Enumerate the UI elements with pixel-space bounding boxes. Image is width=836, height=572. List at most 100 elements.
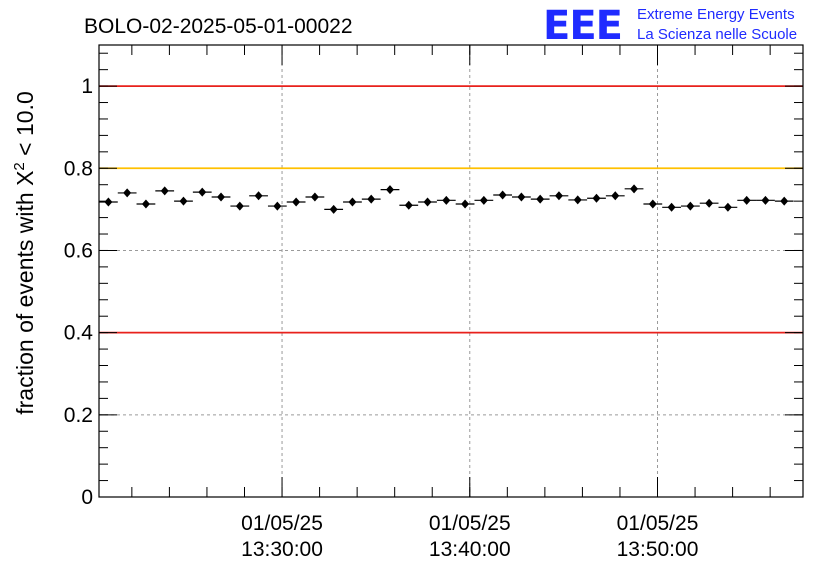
data-point	[568, 195, 588, 205]
data-point	[174, 196, 193, 206]
data-point	[399, 200, 419, 210]
data-point	[718, 202, 738, 212]
marker	[329, 204, 338, 214]
x-tick-date-label: 01/05/25	[429, 512, 511, 535]
data-point	[493, 190, 513, 200]
marker	[310, 192, 319, 202]
marker	[423, 197, 432, 207]
marker	[160, 186, 169, 196]
marker	[292, 197, 301, 207]
y-axis-label-chi: X	[12, 171, 38, 186]
data-point	[305, 192, 325, 202]
data-point	[737, 195, 757, 205]
marker	[404, 200, 413, 210]
data-point	[756, 195, 775, 205]
x-tick-time-label: 13:50:00	[617, 538, 699, 561]
marker	[479, 195, 488, 205]
y-axis: 0 0.2 0.4 0.6 0.8 1	[64, 52, 803, 509]
marker	[536, 194, 545, 204]
marker	[461, 199, 470, 209]
marker	[104, 197, 113, 207]
data-point	[380, 185, 400, 195]
marker	[498, 190, 507, 200]
y-tick-label: 0.2	[64, 404, 93, 427]
data-point	[361, 194, 381, 204]
y-axis-label-sup: 2	[11, 162, 28, 170]
data-point	[549, 191, 569, 201]
reference-lines	[99, 85, 803, 334]
y-tick-label: 0	[81, 486, 93, 509]
x-tick-date-label: 01/05/25	[241, 512, 323, 535]
data-point	[211, 192, 231, 202]
logo-line1: Extreme Energy Events	[637, 6, 795, 23]
data-point	[436, 195, 456, 205]
data-point	[117, 188, 137, 198]
marker	[667, 202, 676, 212]
marker	[254, 191, 263, 201]
marker	[217, 192, 226, 202]
data-point	[192, 187, 212, 197]
x-tick-time-label: 13:30:00	[241, 538, 323, 561]
marker	[705, 198, 714, 208]
data-point	[605, 191, 625, 201]
data-point	[512, 192, 531, 202]
y-tick-label: 0.8	[64, 157, 93, 180]
marker	[123, 188, 132, 198]
marker	[141, 199, 150, 209]
data-point	[343, 197, 362, 207]
data-point	[774, 196, 794, 206]
marker	[179, 196, 188, 206]
marker	[442, 195, 451, 205]
data-point	[455, 199, 475, 209]
y-axis-label-suffix: < 10.0	[12, 91, 38, 162]
data-point	[155, 186, 175, 196]
logo-line2: La Scienza nelle Scuole	[637, 26, 797, 43]
marker	[761, 195, 770, 205]
y-tick-label: 0.4	[64, 322, 94, 345]
marker	[554, 191, 563, 201]
x-tick-date-label: 01/05/25	[617, 512, 699, 535]
marker	[385, 185, 394, 195]
marker	[573, 195, 582, 205]
grid	[99, 45, 803, 497]
data-point	[680, 201, 700, 211]
y-axis-label-prefix: fraction of events with	[12, 186, 38, 415]
data-point	[530, 194, 550, 204]
marker	[273, 201, 282, 211]
y-tick-label: 1	[81, 75, 93, 98]
data-point	[324, 204, 344, 214]
marker	[592, 193, 601, 203]
data-point	[643, 199, 663, 209]
data-series	[99, 184, 794, 214]
plot-frame	[98, 44, 804, 498]
marker	[348, 197, 357, 207]
data-point	[136, 199, 156, 209]
marker	[611, 191, 620, 201]
marker	[198, 187, 207, 197]
marker	[780, 196, 789, 206]
marker	[723, 202, 732, 212]
data-point	[286, 197, 306, 207]
data-point	[699, 198, 719, 208]
marker	[367, 194, 376, 204]
data-point	[624, 184, 644, 194]
x-axis: 01/05/25 13:30:00 01/05/25 13:40:00 01/05/25…	[131, 45, 771, 561]
data-point	[587, 193, 606, 203]
data-point	[474, 195, 494, 205]
eee-logo: EEE Extreme Energy Events La Scienza nel…	[543, 3, 797, 49]
data-point	[249, 191, 268, 201]
chart-title: BOLO-02-2025-05-01-00022	[84, 15, 353, 38]
marker	[630, 184, 639, 194]
marker	[686, 201, 695, 211]
data-point	[662, 202, 681, 212]
marker	[742, 195, 751, 205]
logo-mark: EEE	[543, 3, 622, 49]
marker	[517, 192, 526, 202]
data-point	[267, 201, 287, 211]
data-point	[230, 201, 250, 211]
y-tick-label: 0.6	[64, 239, 93, 262]
data-point	[418, 197, 437, 207]
data-point	[99, 197, 118, 207]
y-axis-label: fraction of events with X2 < 10.0	[11, 91, 38, 415]
